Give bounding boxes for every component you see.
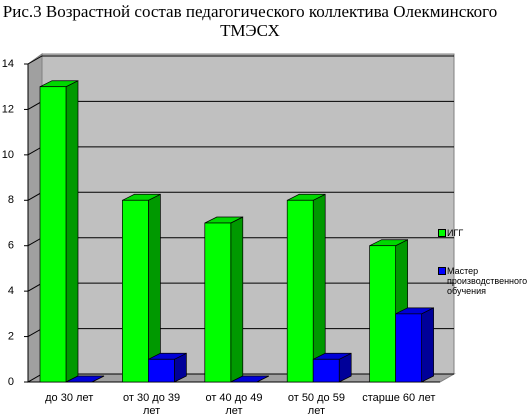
- y-tick-label: 4: [8, 285, 14, 297]
- y-tick-label: 2: [8, 330, 14, 342]
- bar: [395, 313, 422, 383]
- y-tick-label: 10: [2, 149, 14, 161]
- chart-title: Рис.3 Возрастной состав педагогического …: [2, 2, 498, 40]
- bar: [39, 86, 67, 383]
- bar: [204, 222, 232, 383]
- bar-side: [421, 307, 434, 383]
- bar-top: [65, 375, 105, 383]
- grid-line: [27, 55, 454, 65]
- y-tick-label: 12: [2, 103, 14, 115]
- legend-label: ИГГ: [447, 228, 464, 238]
- bar: [148, 358, 175, 383]
- legend-label: Мастер производственного обучения: [447, 266, 528, 296]
- legend-swatch: [438, 267, 446, 275]
- x-tick-label: до 30 лет: [45, 392, 94, 404]
- bar-top: [230, 375, 269, 383]
- x-tick-label: от 40 до 49 лет: [205, 392, 263, 417]
- bar-side: [230, 216, 244, 383]
- y-tick-label: 14: [2, 58, 14, 70]
- bar-side: [65, 80, 79, 383]
- y-tick-label: 6: [8, 240, 14, 252]
- x-tick-label: старше 60 лет: [362, 392, 436, 404]
- x-tick-label: от 30 до 39 лет: [123, 392, 181, 417]
- y-tick-label: 0: [8, 376, 14, 388]
- bar: [369, 245, 396, 383]
- legend-swatch: [438, 229, 446, 237]
- y-tick-label: 8: [8, 194, 14, 206]
- x-tick-label: от 50 до 59 лет: [287, 392, 345, 417]
- bar: [122, 199, 149, 383]
- bar: [286, 199, 314, 383]
- bar: [312, 358, 340, 383]
